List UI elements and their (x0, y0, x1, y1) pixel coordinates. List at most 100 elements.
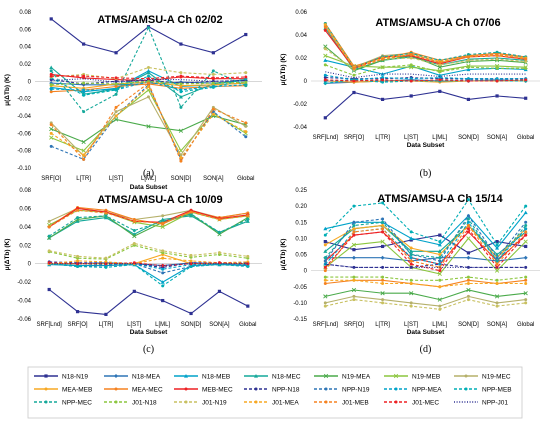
data-point (211, 81, 215, 85)
data-point (524, 244, 528, 249)
data-point (189, 264, 193, 268)
series-line (48, 213, 249, 237)
legend-label: J01-MEA (272, 399, 299, 406)
data-point (323, 81, 327, 85)
data-point (438, 262, 442, 266)
legend-marker (254, 374, 258, 378)
data-point (178, 94, 183, 99)
data-point (244, 121, 248, 125)
data-point (211, 51, 215, 55)
x-tick-label: SON[D] (458, 135, 479, 141)
data-point (76, 216, 80, 220)
data-point (323, 73, 327, 77)
data-point (438, 304, 442, 308)
x-axis-label: Data Subset (130, 329, 168, 336)
series-j01-mea (323, 278, 528, 289)
chart-panel-c: -0.06 -0.04 -0.02 0 0.02 0.04 0.06 0.08 SRF[Lnd]… (4, 188, 262, 355)
y-tick-label: -0.06 (17, 317, 31, 323)
data-point (323, 301, 327, 305)
data-point (244, 84, 248, 88)
data-point (351, 255, 356, 260)
legend-item-n18-mec: N18-MEC (244, 373, 301, 380)
series-j01-mec (47, 261, 250, 268)
data-point (49, 83, 53, 87)
legend-marker (114, 374, 118, 378)
data-point (161, 264, 165, 268)
data-point (352, 275, 356, 279)
data-point (524, 59, 528, 63)
data-point (381, 65, 385, 69)
data-point (524, 230, 528, 234)
legend-item-n19-meb: N19-MEB (384, 373, 440, 380)
data-point (352, 79, 356, 83)
data-point (114, 114, 118, 118)
chart-panel-b: -0.04 -0.02 0 0.02 0.04 0.06 SRF[Lnd] SRF[O] L[T… (280, 10, 540, 179)
data-point (246, 214, 250, 218)
series-line (324, 237, 527, 275)
data-point (189, 259, 193, 263)
data-point (82, 74, 86, 78)
data-point (409, 278, 413, 282)
data-point (409, 56, 413, 60)
x-tick-label: SRF[O] (68, 322, 88, 328)
data-point (352, 90, 356, 95)
legend-marker (254, 400, 258, 404)
data-point (524, 223, 528, 227)
data-point (352, 220, 356, 224)
x-tick-label: SRF[O] (344, 135, 364, 141)
chart-panel-a: -0.10 -0.08 -0.06 -0.04 -0.02 0 0.02 0.04 0.06 0.… (4, 10, 262, 191)
data-point (179, 42, 183, 46)
series-j01-meb (47, 208, 250, 229)
data-point (49, 87, 53, 91)
data-point (466, 251, 471, 255)
data-point (495, 243, 499, 247)
data-point (524, 233, 528, 237)
legend-label: MEA-MEC (132, 386, 163, 393)
legend-label: N19-MEB (412, 373, 440, 380)
x-tick-label: SON[D] (171, 176, 192, 182)
series-npp-mec (323, 217, 528, 263)
series-j01-n18 (323, 63, 528, 77)
data-point (495, 53, 499, 57)
data-point (524, 301, 528, 305)
y-tick-label: 0.05 (295, 253, 307, 259)
data-point (495, 246, 500, 250)
data-point (246, 304, 250, 308)
series-line (324, 227, 527, 272)
legend-marker (44, 387, 48, 391)
data-point (49, 69, 53, 73)
series-line (325, 79, 526, 82)
data-point (380, 97, 385, 101)
x-tick-label: L[TR] (99, 322, 114, 328)
legend-label: J01-MEB (342, 399, 369, 406)
series-line (324, 30, 526, 69)
series-line (325, 295, 526, 307)
data-point (438, 259, 442, 263)
data-point (49, 90, 53, 94)
data-point (495, 66, 499, 70)
data-point (114, 105, 118, 109)
data-point (437, 65, 442, 70)
data-point (82, 42, 86, 46)
data-point (352, 230, 356, 234)
data-point (323, 243, 327, 247)
data-point (495, 94, 499, 98)
series-n19-mec (323, 294, 528, 308)
data-point (161, 249, 165, 253)
data-point (466, 67, 471, 72)
data-point (466, 220, 470, 224)
x-tick-label: L[TR] (375, 135, 390, 141)
data-point (75, 310, 80, 314)
data-point (380, 239, 385, 244)
series-line (324, 46, 526, 72)
data-point (352, 204, 356, 208)
data-point (246, 254, 250, 258)
series-meb-mec (323, 28, 528, 70)
chart-panel-d: -0.15 -0.10 -0.05 0 0.05 0.10 0.15 0.20 0.25 SRF[… (280, 188, 540, 355)
data-point (217, 230, 221, 234)
data-point (132, 241, 136, 245)
series-n18-n19 (47, 287, 250, 316)
data-point (381, 275, 385, 279)
legend-marker (44, 374, 48, 378)
data-point (114, 88, 118, 92)
